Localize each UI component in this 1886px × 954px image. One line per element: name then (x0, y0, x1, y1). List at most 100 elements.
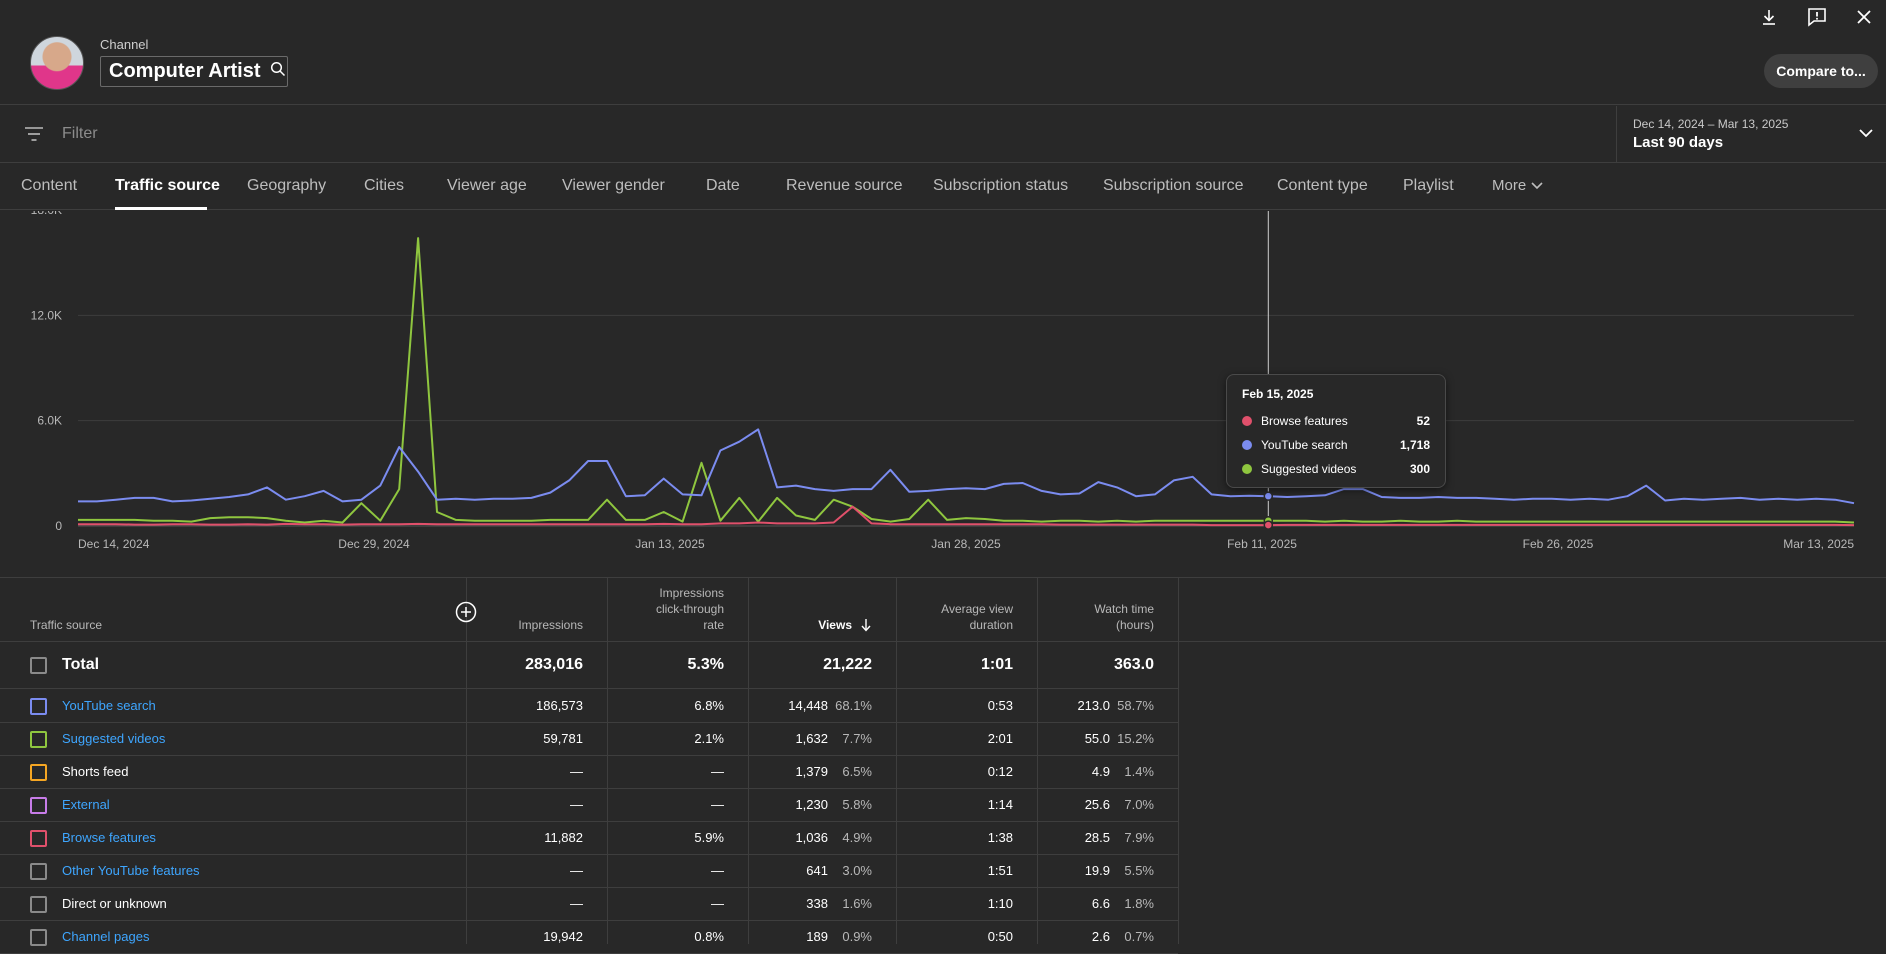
row-watch-value: 2.6 (1091, 929, 1110, 944)
tab-subscription-status[interactable]: Subscription status (933, 177, 1069, 194)
row-checkbox[interactable] (30, 698, 47, 715)
row-avd: 0:53 (987, 698, 1013, 713)
channel-avatar[interactable] (30, 36, 84, 90)
header-wt-line: Watch time (1094, 602, 1154, 616)
header-wt-line: (hours) (1115, 618, 1154, 632)
header-impressions[interactable]: Impressions (518, 618, 583, 632)
channel-name: Computer Artist (109, 60, 261, 82)
x-tick-label: Jan 13, 2025 (635, 537, 705, 551)
filter-icon[interactable] (24, 125, 44, 148)
row-avd: 1:14 (987, 797, 1013, 812)
row-source-name: Shorts feed (62, 764, 129, 779)
hover-point (1263, 520, 1274, 530)
tab-more-label: More (1492, 177, 1527, 194)
compare-button[interactable]: Compare to... (1764, 54, 1878, 88)
row-ctr: 0.8% (694, 929, 724, 944)
row-impressions: 186,573 (536, 698, 583, 713)
tab-subscription-source[interactable]: Subscription source (1103, 177, 1244, 194)
tab-traffic-source[interactable]: Traffic source (115, 177, 220, 194)
tooltip-row: YouTube search 1,718 (1242, 433, 1430, 457)
date-range-preset: Last 90 days (1633, 134, 1724, 151)
tab-revenue-source[interactable]: Revenue source (786, 177, 903, 194)
x-tick-label: Jan 28, 2025 (931, 537, 1001, 551)
row-views: 1,036 4.9% (760, 830, 872, 845)
row-watch-pct: 7.0% (1124, 797, 1154, 812)
channel-label: Channel (100, 37, 149, 52)
row-views-pct: 0.9% (842, 929, 872, 944)
traffic-source-table: Traffic source Impressions Impressions c… (0, 577, 1886, 954)
total-checkbox[interactable] (30, 657, 47, 674)
tab-geography[interactable]: Geography (247, 177, 327, 194)
add-column-icon[interactable] (455, 601, 477, 628)
row-views-value: 338 (806, 896, 828, 911)
column-divider (1178, 578, 1179, 944)
tab-more[interactable]: More (1492, 177, 1544, 194)
row-source-name[interactable]: Browse features (62, 830, 156, 845)
header-avg-view-duration[interactable]: Average view duration (910, 601, 1013, 633)
row-views-pct: 4.9% (842, 830, 872, 845)
row-impressions: 59,781 (543, 731, 583, 746)
row-watch-pct: 0.7% (1124, 929, 1154, 944)
tab-cities[interactable]: Cities (364, 177, 405, 194)
row-checkbox[interactable] (30, 797, 47, 814)
tab-viewer-age[interactable]: Viewer age (447, 177, 527, 194)
row-watch-value: 25.6 (1084, 797, 1110, 812)
header-ctr[interactable]: Impressions click-through rate (620, 585, 724, 633)
tab-playlist[interactable]: Playlist (1403, 177, 1454, 194)
tooltip-series-value: 300 (1409, 462, 1430, 476)
row-avd: 1:10 (987, 896, 1013, 911)
table-row-total: Total 283,016 5.3% 21,222 1:01 363.0 (0, 642, 1178, 689)
active-tab-indicator (115, 207, 207, 210)
row-watch-time: 28.5 7.9% (1050, 830, 1154, 845)
row-watch-time: 55.0 15.2% (1050, 731, 1154, 746)
channel-selector[interactable]: Computer Artist (100, 56, 288, 87)
table-row: Browse features 11,882 5.9% 1,036 4.9% 1:38 28… (0, 822, 1178, 855)
search-icon[interactable] (270, 61, 286, 82)
row-checkbox[interactable] (30, 896, 47, 913)
row-views-value: 1,036 (795, 830, 828, 845)
tab-content-type[interactable]: Content type (1277, 177, 1368, 194)
table-row: Other YouTube features — — 641 3.0% 1:51 19.9 5… (0, 855, 1178, 888)
filter-input[interactable]: Filter (62, 125, 98, 142)
header-watch-time[interactable]: Watch time (hours) (1050, 601, 1154, 633)
x-tick-label: Feb 26, 2025 (1523, 537, 1594, 551)
tooltip-series-name: Suggested videos (1261, 462, 1357, 476)
row-checkbox[interactable] (30, 731, 47, 748)
row-checkbox[interactable] (30, 830, 47, 847)
row-checkbox[interactable] (30, 929, 47, 946)
feedback-icon[interactable] (1806, 6, 1828, 28)
row-ctr: 6.8% (694, 698, 724, 713)
header-ctr-line: Impressions (659, 586, 724, 600)
row-ctr: — (711, 764, 724, 779)
row-watch-pct: 7.9% (1124, 830, 1154, 845)
tab-viewer-gender[interactable]: Viewer gender (562, 177, 665, 194)
x-tick-label: Dec 14, 2024 (78, 537, 150, 551)
tooltip-series-name: YouTube search (1261, 438, 1348, 452)
close-icon[interactable] (1853, 6, 1875, 28)
download-icon[interactable] (1758, 6, 1780, 28)
row-source-name[interactable]: YouTube search (62, 698, 156, 713)
tab-content[interactable]: Content (21, 177, 78, 194)
x-tick-label: Dec 29, 2024 (338, 537, 410, 551)
row-ctr: 5.9% (694, 830, 724, 845)
row-source-name[interactable]: Other YouTube features (62, 863, 200, 878)
header-avd-line: Average view (941, 602, 1013, 616)
table-row: Shorts feed — — 1,379 6.5% 0:12 4.9 1.4% (0, 756, 1178, 789)
header-views[interactable]: Views (760, 617, 872, 633)
row-views-pct: 5.8% (842, 797, 872, 812)
tooltip-series-name: Browse features (1261, 414, 1348, 428)
date-range-selector[interactable]: Dec 14, 2024 – Mar 13, 2025 Last 90 days (1616, 106, 1886, 163)
tab-date[interactable]: Date (706, 177, 740, 194)
row-source-name[interactable]: Suggested videos (62, 731, 166, 746)
header-traffic-source[interactable]: Traffic source (30, 618, 103, 632)
row-source-name[interactable]: External (62, 797, 110, 812)
row-checkbox[interactable] (30, 863, 47, 880)
legend-dot-icon (1242, 416, 1252, 426)
row-impressions: — (570, 896, 583, 911)
row-checkbox[interactable] (30, 764, 47, 781)
row-views-pct: 6.5% (842, 764, 872, 779)
total-ctr: 5.3% (687, 656, 724, 673)
row-views-value: 1,230 (795, 797, 828, 812)
row-source-name[interactable]: Channel pages (62, 929, 150, 944)
total-avd: 1:01 (980, 656, 1013, 673)
